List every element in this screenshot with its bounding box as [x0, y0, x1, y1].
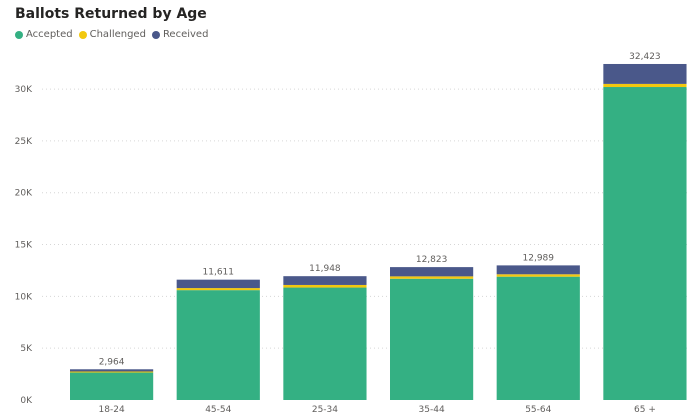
bar-segment-challenged[interactable]	[283, 284, 367, 288]
bar-segment-accepted[interactable]	[603, 87, 687, 400]
x-tick-label: 18-24	[99, 405, 125, 415]
x-tick-label: 45-54	[205, 405, 231, 415]
legend: Accepted Challenged Received	[15, 29, 214, 40]
y-tick-label: 15K	[15, 241, 33, 251]
x-tick-label: 65 +	[634, 405, 656, 415]
y-tick-label: 0K	[20, 396, 33, 406]
total-data-label: 2,964	[99, 357, 125, 367]
y-tick-label: 20K	[15, 189, 33, 199]
legend-item-challenged[interactable]: Challenged	[78, 29, 146, 40]
legend-label-challenged: Challenged	[89, 29, 146, 40]
total-data-label: 11,948	[309, 264, 341, 274]
bar-segment-received[interactable]	[390, 267, 474, 277]
bar-segment-challenged[interactable]	[390, 276, 474, 279]
bar-segment-challenged[interactable]	[176, 288, 260, 291]
bar-segment-accepted[interactable]	[496, 276, 580, 400]
y-tick-label: 10K	[15, 292, 33, 302]
total-data-label: 12,989	[523, 253, 555, 263]
legend-label-received: Received	[162, 29, 209, 40]
total-data-label: 12,823	[416, 255, 448, 265]
bar-segment-received[interactable]	[176, 279, 260, 289]
bar-segment-accepted[interactable]	[176, 290, 260, 400]
bar-segment-received[interactable]	[603, 63, 687, 84]
bar-segment-challenged[interactable]	[496, 274, 580, 277]
bar-segment-received[interactable]	[496, 265, 580, 275]
bar-segment-accepted[interactable]	[70, 372, 154, 400]
bar-segment-received[interactable]	[283, 276, 367, 285]
x-tick-label: 55-64	[525, 405, 551, 415]
legend-label-accepted: Accepted	[26, 29, 73, 40]
total-data-label: 32,423	[629, 52, 661, 62]
x-tick-label: 25-34	[312, 405, 338, 415]
bar-segment-accepted[interactable]	[390, 278, 474, 400]
legend-item-accepted[interactable]: Accepted	[15, 29, 73, 40]
x-tick-label: 35-44	[419, 405, 445, 415]
y-tick-label: 5K	[20, 344, 33, 354]
legend-swatch-accepted	[15, 30, 23, 39]
bar-segment-challenged[interactable]	[70, 371, 154, 373]
chart-title: Ballots Returned by Age	[15, 6, 207, 22]
legend-swatch-challenged	[78, 30, 87, 39]
legend-swatch-received	[151, 30, 160, 39]
legend-item-received[interactable]: Received	[151, 29, 209, 40]
bar-segment-challenged[interactable]	[603, 83, 687, 88]
total-data-label: 11,611	[203, 268, 235, 278]
y-tick-label: 25K	[15, 137, 33, 147]
bar-segment-accepted[interactable]	[283, 287, 367, 400]
bar-segment-received[interactable]	[70, 369, 154, 372]
y-tick-label: 30K	[15, 85, 33, 95]
